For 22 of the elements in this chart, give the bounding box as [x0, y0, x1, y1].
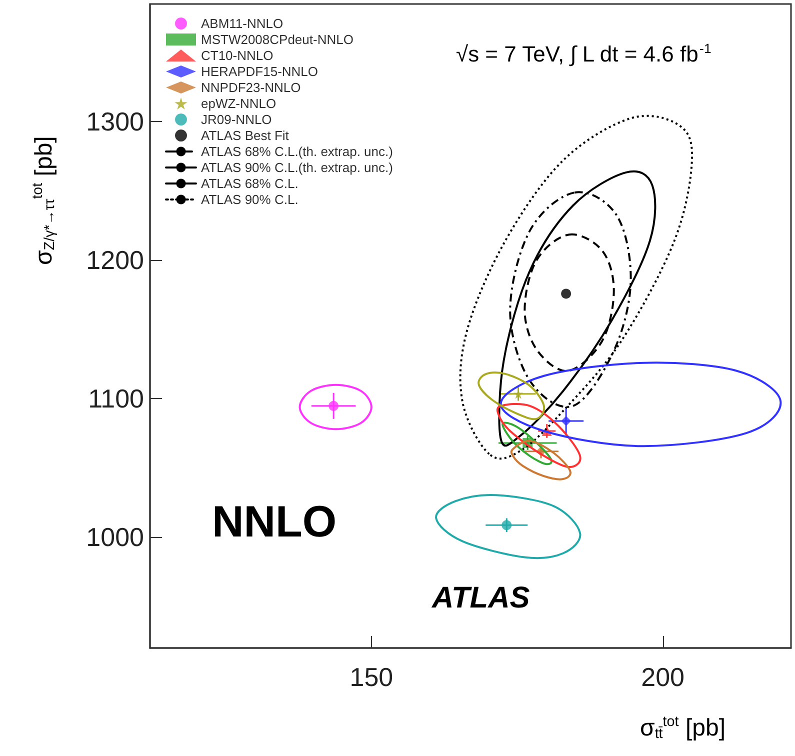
legend-label: HERAPDF15-NNLO	[201, 64, 318, 79]
legend-label: ATLAS 68% C.L.	[201, 176, 298, 191]
y-tick-label: 1000	[86, 522, 144, 552]
legend-label: epWZ-NNLO	[201, 96, 276, 111]
y-tick-label: 1200	[86, 245, 144, 276]
legend-label: ATLAS Best Fit	[201, 128, 290, 143]
legend-label: ATLAS 68% C.L.(th. extrap. unc.)	[201, 144, 393, 159]
legend-label: ATLAS 90% C.L.(th. extrap. unc.)	[201, 160, 393, 175]
y-axis-title: σZ/γ*→ττtot [pb]	[30, 136, 58, 265]
legend-label: JR09-NNLO	[201, 112, 272, 127]
annotation: ATLAS	[431, 582, 530, 614]
x-tick-label: 150	[350, 662, 394, 692]
annotation: NNLO	[212, 498, 337, 546]
legend-label: ABM11-NNLO	[201, 16, 284, 31]
legend-label: MSTW2008CPdeut-NNLO	[201, 32, 354, 47]
legend-label: NNPDF23-NNLO	[201, 80, 301, 95]
x-tick-label: 200	[641, 662, 684, 692]
legend-label: ATLAS 90% C.L.	[201, 192, 298, 207]
y-tick-label: 1100	[88, 384, 144, 414]
y-tick-label: 1300	[86, 106, 144, 137]
point	[561, 288, 572, 299]
legend-label: CT10-NNLO	[201, 48, 274, 63]
